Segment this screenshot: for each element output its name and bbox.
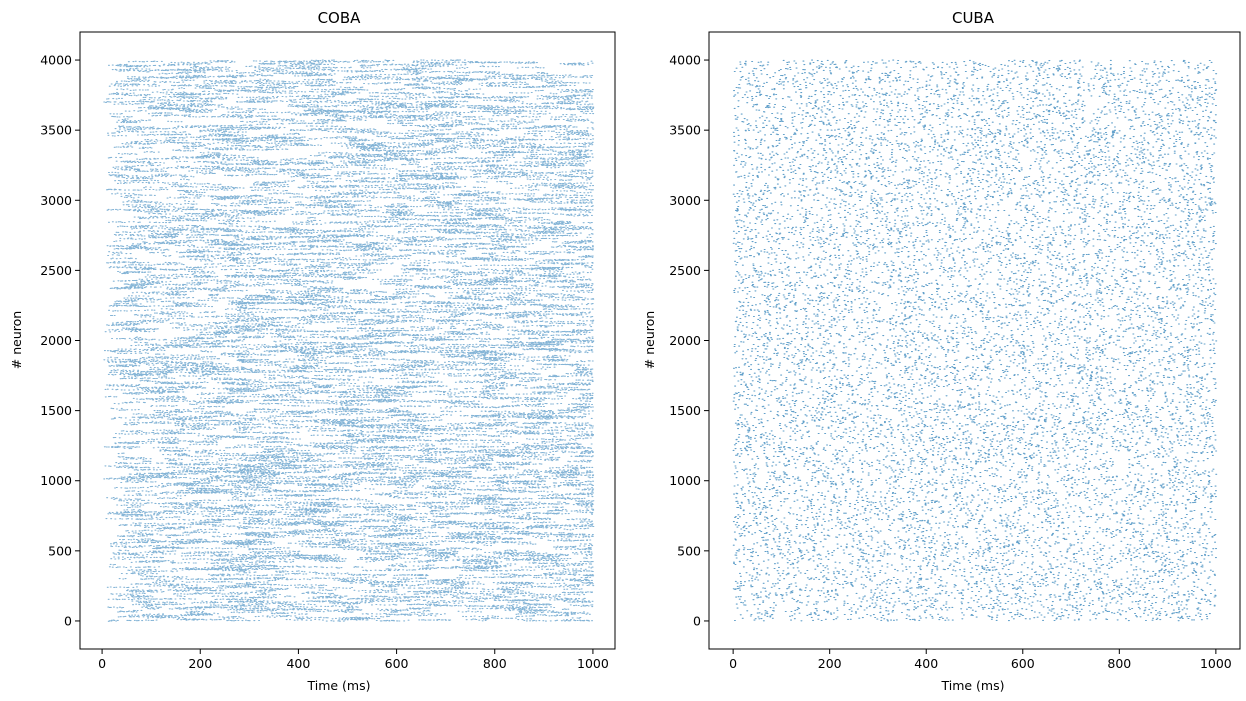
coba-x-tick-label: 400	[286, 656, 310, 671]
cuba-y-tick-label: 500	[677, 543, 701, 558]
coba-title: COBA	[318, 9, 362, 27]
coba-y-axis-label: # neuron	[9, 311, 24, 369]
coba-panel: 0 200 400 600 800 1000 0 500 1000 1500 2000 2500 30…	[9, 9, 616, 693]
cuba-y-tick-label: 1000	[669, 473, 701, 488]
coba-spike-markers	[103, 59, 595, 622]
cuba-y-tick-label: 1500	[669, 403, 701, 418]
coba-y-tick-label: 1000	[40, 473, 72, 488]
cuba-x-tick-label: 200	[818, 656, 842, 671]
cuba-x-axis-label: Time (ms)	[940, 678, 1004, 693]
cuba-spike-markers	[732, 59, 1218, 622]
coba-x-tick-label: 1000	[577, 656, 609, 671]
cuba-x-tick-label: 800	[1107, 656, 1131, 671]
coba-x-tick-label: 600	[385, 656, 409, 671]
coba-y-tick-label: 3500	[40, 123, 72, 138]
coba-x-ticks: 0 200 400 600 800 1000	[98, 649, 609, 671]
coba-x-tick-label: 200	[188, 656, 212, 671]
cuba-x-tick-label: 400	[914, 656, 938, 671]
coba-spike-points	[103, 59, 595, 622]
cuba-x-tick-label: 1000	[1200, 656, 1232, 671]
cuba-spike-points	[732, 59, 1218, 622]
cuba-y-tick-label: 2500	[669, 263, 701, 278]
coba-x-axis-label: Time (ms)	[306, 678, 370, 693]
coba-y-tick-label: 0	[64, 613, 72, 628]
coba-x-tick-label: 800	[483, 656, 507, 671]
cuba-title: CUBA	[952, 9, 995, 27]
cuba-y-tick-label: 0	[693, 613, 701, 628]
coba-y-tick-label: 1500	[40, 403, 72, 418]
coba-y-tick-label: 3000	[40, 193, 72, 208]
coba-y-tick-label: 2500	[40, 263, 72, 278]
coba-y-tick-label: 4000	[40, 53, 72, 68]
coba-y-tick-label: 500	[48, 543, 72, 558]
coba-y-tick-label: 2000	[40, 333, 72, 348]
coba-x-tick-label: 0	[98, 656, 106, 671]
cuba-y-tick-label: 4000	[669, 53, 701, 68]
coba-y-ticks: 0 500 1000 1500 2000 2500 3000 3500 4000	[40, 53, 80, 628]
cuba-panel: 0 200 400 600 800 1000 0 500 1000 1500 2000 2500 30…	[642, 9, 1241, 693]
cuba-y-tick-label: 3500	[669, 123, 701, 138]
cuba-y-ticks: 0 500 1000 1500 2000 2500 3000 3500 4000	[669, 53, 709, 628]
cuba-x-tick-label: 0	[729, 656, 737, 671]
cuba-y-tick-label: 2000	[669, 333, 701, 348]
cuba-x-ticks: 0 200 400 600 800 1000	[729, 649, 1232, 671]
cuba-x-tick-label: 600	[1011, 656, 1035, 671]
cuba-y-axis-label: # neuron	[642, 311, 657, 369]
cuba-y-tick-label: 3000	[669, 193, 701, 208]
